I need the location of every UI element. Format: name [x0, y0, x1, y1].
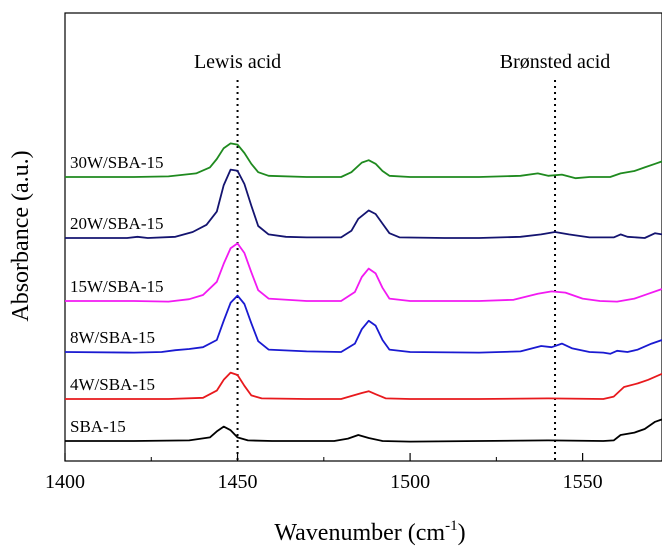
- annotations: Lewis acid Brønsted acid: [194, 51, 610, 73]
- annotation-label: Brønsted acid: [500, 51, 611, 73]
- series-label: 8W/SBA-15: [70, 328, 155, 347]
- annotation-label: Lewis acid: [194, 51, 281, 73]
- series-line: [65, 418, 662, 443]
- series-label: SBA-15: [70, 417, 126, 436]
- x-tick-label: 1500: [390, 471, 430, 493]
- series-line: [65, 168, 662, 239]
- reference-lines: [236, 80, 557, 461]
- series-layer: [64, 142, 662, 443]
- series-line: [65, 371, 662, 400]
- x-tick-label: 1450: [218, 471, 258, 493]
- series-line: [64, 294, 662, 355]
- series-line: [65, 242, 662, 303]
- series-label: 30W/SBA-15: [70, 153, 164, 172]
- series-label: 15W/SBA-15: [70, 277, 164, 296]
- x-tick-label: 1550: [563, 471, 603, 493]
- series-line: [65, 142, 662, 180]
- y-axis-label: Absorbance (a.u.): [8, 150, 34, 321]
- series-label: 20W/SBA-15: [70, 214, 164, 233]
- x-axis-ticks: 1400 1450 1500 1550: [45, 453, 603, 493]
- x-axis-label: Wavenumber (cm-1): [274, 518, 465, 546]
- plot-frame: [64, 12, 662, 462]
- series-labels: SBA-15 4W/SBA-15 8W/SBA-15 15W/SBA-15 20W/SB…: [70, 153, 164, 436]
- series-label: 4W/SBA-15: [70, 375, 155, 394]
- x-tick-label: 1400: [45, 471, 85, 493]
